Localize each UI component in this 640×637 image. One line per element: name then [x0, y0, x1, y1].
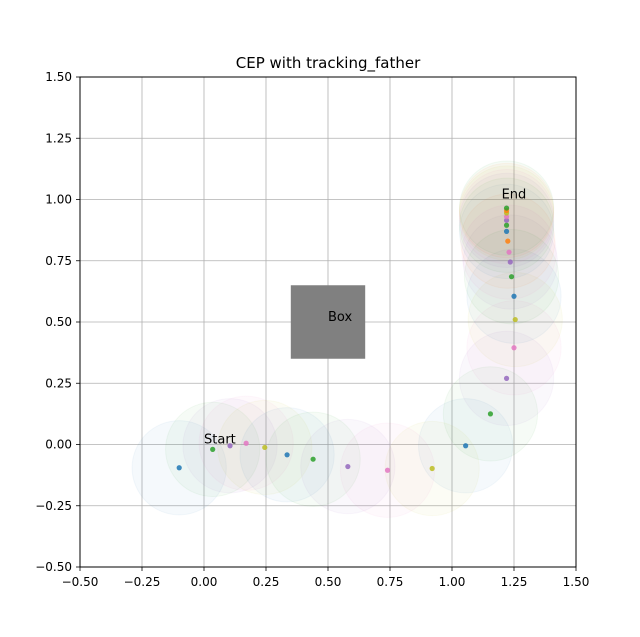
annotation-label: Start — [204, 433, 236, 448]
data-point — [511, 345, 517, 351]
x-tick-label: 0.50 — [315, 575, 342, 589]
data-point — [503, 228, 510, 234]
data-point — [345, 463, 351, 470]
data-point — [284, 452, 290, 458]
data-point — [176, 465, 182, 471]
y-tick-label: 1.25 — [45, 131, 72, 145]
box-layer — [290, 285, 366, 359]
y-tick-label: 0.50 — [45, 315, 72, 329]
data-point — [210, 446, 216, 452]
data-point — [511, 293, 517, 299]
data-point — [243, 440, 249, 446]
data-point — [463, 443, 469, 449]
annotation-label: End — [502, 188, 527, 203]
y-tick-label: 0.25 — [45, 376, 72, 390]
x-tick-label: 0.25 — [253, 575, 280, 589]
obstacle-box — [290, 285, 366, 359]
data-point — [487, 411, 494, 417]
data-point — [262, 444, 268, 451]
x-tick-label: −0.50 — [62, 575, 99, 589]
point-layer — [176, 205, 518, 473]
data-point — [503, 205, 510, 211]
x-tick-label: 0.00 — [191, 575, 218, 589]
x-tick-label: 0.75 — [377, 575, 404, 589]
data-point — [512, 316, 518, 323]
data-point — [429, 465, 435, 472]
x-tick-label: 1.00 — [439, 575, 466, 589]
y-tick-label: −0.25 — [35, 499, 72, 513]
data-point — [507, 259, 513, 265]
data-point — [503, 214, 510, 220]
data-point — [310, 456, 316, 462]
x-tick-label: 1.50 — [563, 575, 590, 589]
y-tick-label: 0.00 — [45, 438, 72, 452]
annotation-layer: Start Box End — [204, 188, 526, 448]
y-tick-label: 1.00 — [45, 193, 72, 207]
data-point — [503, 222, 510, 228]
x-tick-label: −0.25 — [124, 575, 161, 589]
data-point — [503, 217, 510, 223]
data-point — [505, 238, 511, 244]
chart-title: CEP with tracking_father — [236, 54, 421, 73]
data-point — [508, 274, 515, 280]
annotation-label: Box — [328, 310, 352, 325]
data-point — [503, 375, 510, 381]
y-tick-label: 0.75 — [45, 254, 72, 268]
data-point — [227, 443, 233, 449]
x-tick-label: 1.25 — [501, 575, 528, 589]
y-tick-label: −0.50 — [35, 560, 72, 574]
data-point — [384, 467, 391, 473]
tick-layer: −0.50 −0.25 0.00 0.25 0.50 0.75 1.00 1.25 1.50 −0… — [35, 70, 589, 589]
y-tick-label: 1.50 — [45, 70, 72, 84]
data-point — [506, 249, 512, 255]
